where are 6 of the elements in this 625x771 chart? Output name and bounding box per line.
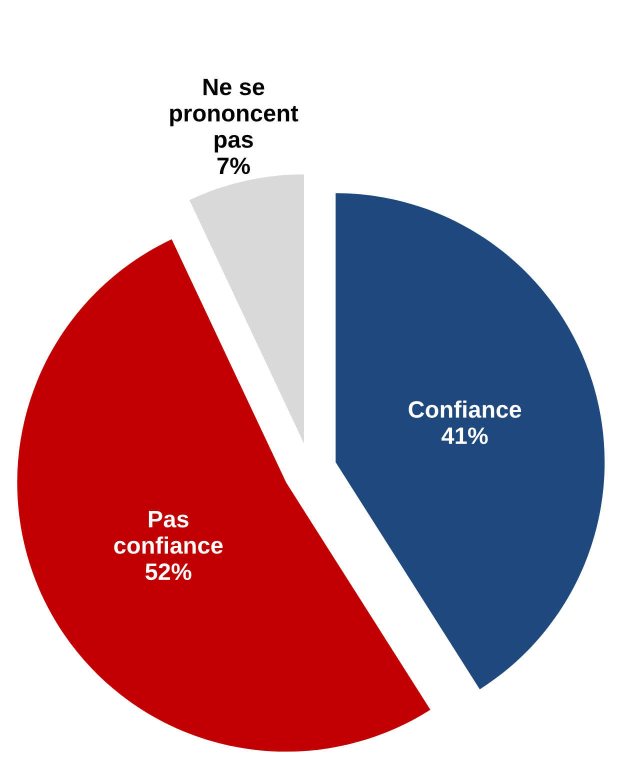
data-label: 52% — [145, 563, 192, 580]
slice-label: Confiance — [408, 400, 522, 418]
slice-label: Ne se prononcent pas — [170, 78, 298, 153]
data-label: 41% — [442, 427, 488, 444]
data-label: 7% — [217, 158, 250, 174]
slice-label: Pas confiance — [114, 511, 223, 554]
